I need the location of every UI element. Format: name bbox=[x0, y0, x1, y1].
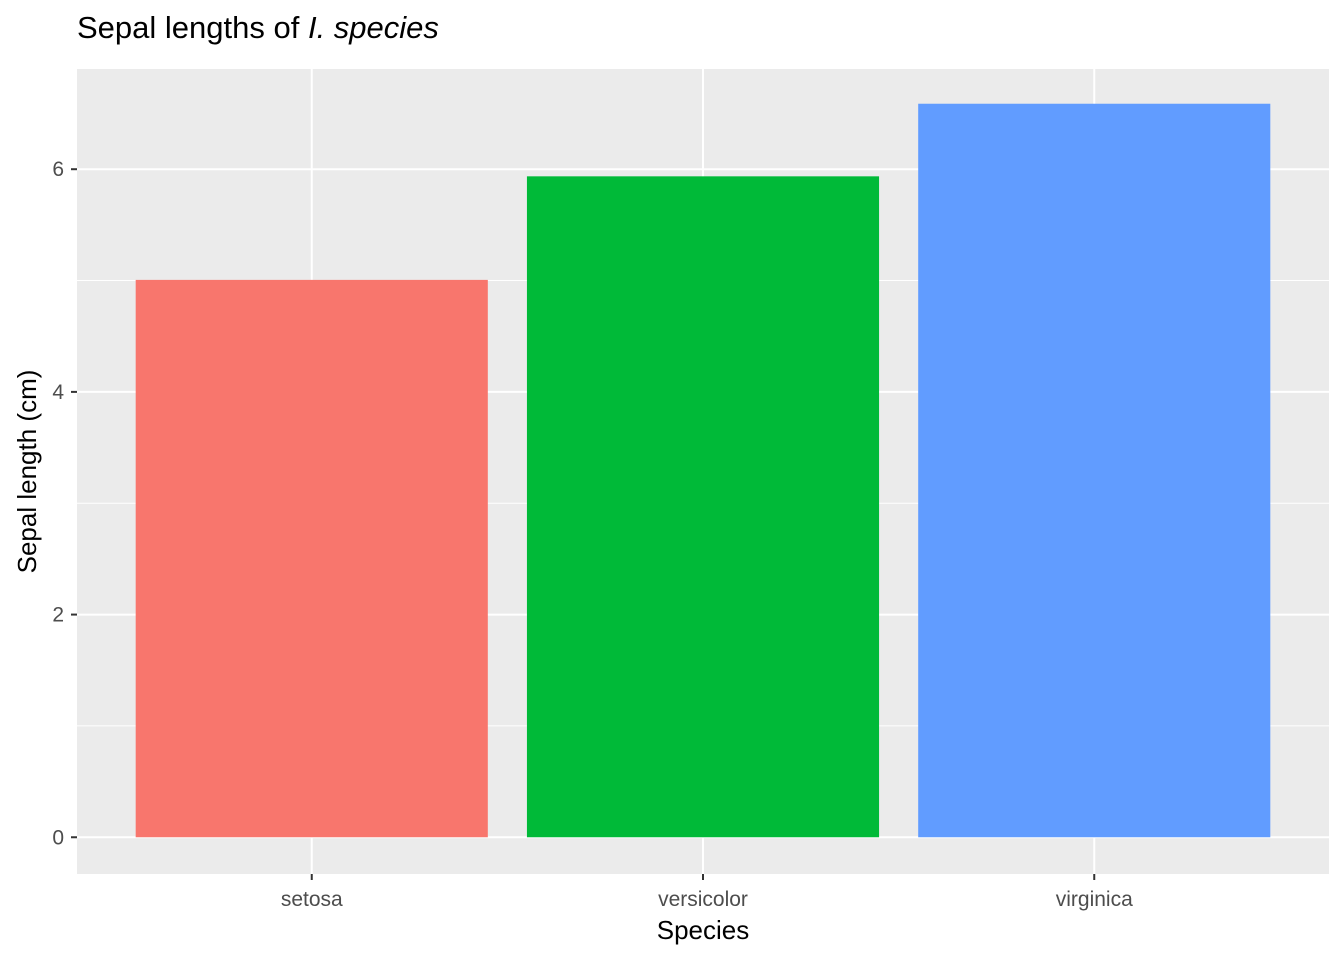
bars bbox=[135, 103, 1271, 838]
y-tick-label: 4 bbox=[52, 381, 64, 404]
y-tick-label: 6 bbox=[52, 158, 64, 181]
x-axis: setosa versicolor virginica bbox=[281, 874, 1133, 911]
x-tick-label: setosa bbox=[281, 888, 343, 911]
y-tick-label: 2 bbox=[52, 604, 64, 627]
bar-setosa bbox=[135, 279, 488, 838]
y-axis-title: Sepal length (cm) bbox=[12, 370, 42, 574]
chart-title: Sepal lengths of I. species bbox=[77, 10, 439, 46]
chart-title-italic: I. species bbox=[307, 10, 439, 45]
chart-title-text: Sepal lengths of bbox=[77, 10, 300, 45]
y-axis: 0 2 4 6 bbox=[52, 158, 77, 849]
x-tick-label: versicolor bbox=[658, 888, 748, 911]
x-tick-label: virginica bbox=[1056, 888, 1133, 911]
y-tick-label: 0 bbox=[52, 826, 64, 849]
bar-virginica bbox=[918, 103, 1271, 838]
bar-versicolor bbox=[526, 176, 880, 838]
x-axis-title: Species bbox=[657, 915, 750, 945]
